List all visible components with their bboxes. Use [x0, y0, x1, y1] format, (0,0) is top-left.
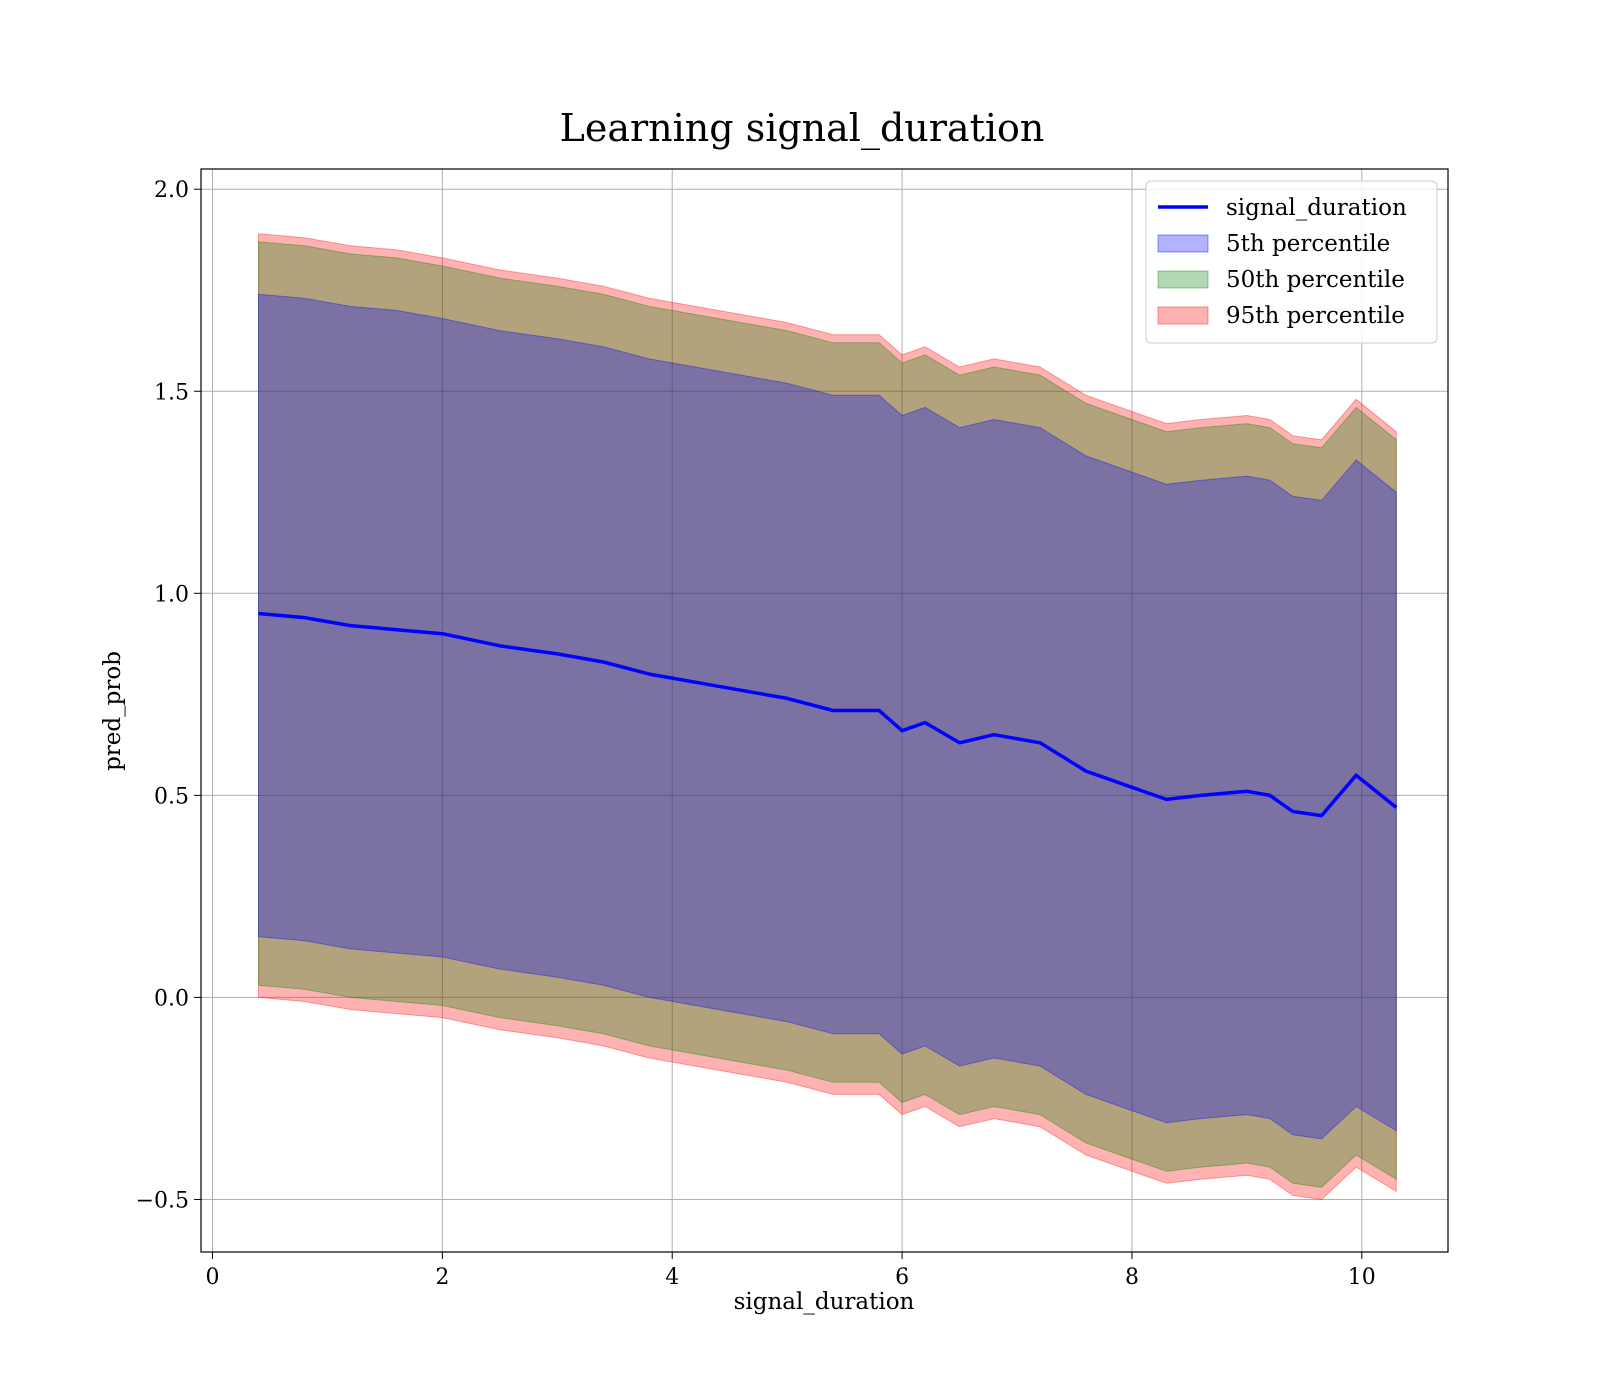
y-tick-label-1: 0.0: [154, 986, 189, 1011]
x-tick-label-2: 4: [665, 1265, 679, 1290]
legend-swatch-50th-percentile: [1157, 270, 1209, 289]
x-tick-label-0: 0: [205, 1265, 219, 1290]
plot-frame: [200, 168, 1449, 1253]
legend: signal_duration 5th percentile 50th percen…: [1145, 180, 1438, 344]
y-tick-label-5: 2.0: [154, 178, 189, 203]
legend-label-signal-duration: signal_duration: [1226, 195, 1407, 221]
series-line-signal-duration: [258, 611, 1398, 818]
chart-title: Learning signal_duration: [560, 106, 1045, 151]
legend-swatch-95th-percentile: [1157, 306, 1209, 325]
legend-box: [1145, 180, 1438, 344]
x-axis-label: signal_duration: [734, 1289, 915, 1315]
legend-label-5th-percentile: 5th percentile: [1226, 231, 1390, 257]
x-tick-label-4: 8: [1125, 1265, 1139, 1290]
legend-swatch-5th-percentile: [1157, 234, 1209, 253]
x-tick-label-5: 10: [1348, 1265, 1376, 1290]
band-50th-percentile: [258, 241, 1397, 1188]
band-95th-percentile: [258, 233, 1397, 1201]
legend-label-95th-percentile: 95th percentile: [1226, 303, 1405, 329]
percentile-bands: [258, 233, 1397, 1201]
legend-label-50th-percentile: 50th percentile: [1226, 267, 1405, 293]
y-tick-label-0: −0.5: [136, 1188, 189, 1213]
grid-lines: [201, 169, 1448, 1252]
y-axis-label: pred_prob: [100, 651, 126, 771]
y-tick-label-4: 1.5: [154, 380, 189, 405]
x-tick-label-3: 6: [895, 1265, 909, 1290]
series-lines: [258, 611, 1398, 818]
band-5th-percentile: [258, 293, 1397, 1140]
y-tick-label-2: 0.5: [154, 784, 189, 809]
y-tick-label-3: 1.0: [154, 582, 189, 607]
y-axis-ticks: −0.5 0.0 0.5 1.0 1.5 2.0: [136, 178, 201, 1213]
x-tick-label-1: 2: [435, 1265, 449, 1290]
x-axis-ticks: 0 2 4 6 8 10: [205, 1252, 1376, 1290]
